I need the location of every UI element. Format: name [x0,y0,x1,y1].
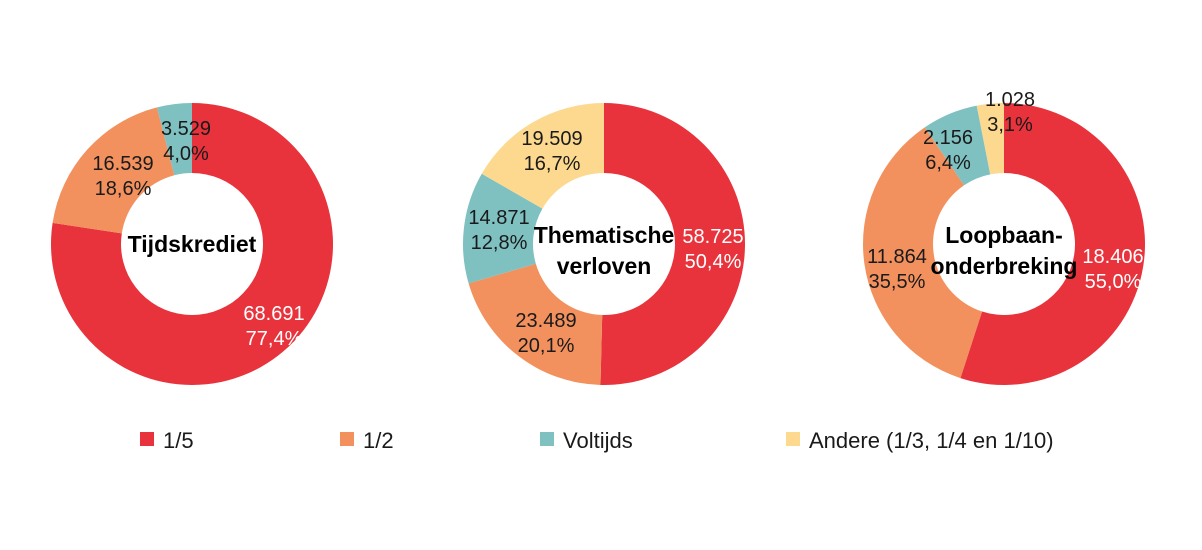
slice-value-1-5-tijdskrediet: 68.691 [243,303,304,325]
donut-slice-1-5[interactable] [960,103,1145,385]
slice-value-1-2-tijdskrediet: 16.539 [92,153,153,175]
donut-chart-thematische-verloven: Thematische verloven 58.725 50,4% 23.489… [463,102,746,386]
slice-percent-andere-thematische: 16,7% [524,153,581,175]
donut-slice-voltijds[interactable] [463,173,543,284]
slice-value-1-2-thematische: 23.489 [515,310,576,332]
slice-value-1-5-thematische: 58.725 [682,226,743,248]
legend-item-andere[interactable]: Andere (1/3, 1/4 en 1/10) [786,428,1054,453]
donut-slice-voltijds[interactable] [924,105,991,186]
slice-percent-voltijds-tijdskrediet: 4,0% [163,143,209,165]
slice-percent-voltijds-loopbaan: 6,4% [925,152,971,174]
slice-percent-1-5-loopbaan: 55,0% [1085,271,1142,293]
donut-slice-1-2[interactable] [52,107,175,234]
legend-swatch-andere [786,432,800,446]
legend-swatch-voltijds [540,432,554,446]
slice-value-voltijds-tijdskrediet: 3.529 [161,118,211,140]
slice-value-andere-loopbaan: 1.028 [985,89,1035,111]
slice-value-voltijds-thematische: 14.871 [468,207,529,229]
legend: 1/5 1/2 Voltijds Andere (1/3, 1/4 en 1/1… [140,428,1054,453]
donut-slice-andere[interactable] [481,102,604,209]
donut-center-title-line1-loopbaan: Loopbaan- [945,222,1063,248]
donut-slice-andere[interactable] [976,103,1004,175]
slice-percent-1-5-thematische: 50,4% [685,251,742,273]
donut-slice-1-2[interactable] [862,127,983,379]
donut-slice-1-5[interactable] [50,103,333,385]
slice-percent-1-2-thematische: 20,1% [518,335,575,357]
donut-center-title-line2-loopbaan: onderbreking [931,253,1078,279]
donut-chart-tijdskrediet: Tijdskrediet 68.691 77,4% 16.539 18,6% 3… [50,103,333,385]
donut-slice-1-2[interactable] [468,263,603,385]
legend-label-voltijds: Voltijds [563,428,633,453]
legend-label-1-2: 1/2 [363,428,394,453]
legend-label-1-5: 1/5 [163,428,194,453]
legend-item-voltijds[interactable]: Voltijds [540,428,633,453]
slice-value-1-5-loopbaan: 18.406 [1082,246,1143,268]
donut-chart-loopbaanonderbreking: Loopbaan- onderbreking 18.406 55,0% 11.8… [862,89,1145,385]
donut-center-title-line2-thematische: verloven [557,253,652,279]
donut-slice-voltijds[interactable] [156,103,192,176]
slice-value-1-2-loopbaan: 11.864 [867,246,927,268]
slice-percent-1-2-tijdskrediet: 18,6% [95,178,152,200]
legend-item-1-5[interactable]: 1/5 [140,428,194,453]
slice-percent-voltijds-thematische: 12,8% [471,232,528,254]
slice-percent-andere-loopbaan: 3,1% [987,114,1033,136]
donut-slice-1-5[interactable] [600,103,746,386]
donut-center-title-line1-thematische: Thematische [534,222,675,248]
legend-label-andere: Andere (1/3, 1/4 en 1/10) [809,428,1054,453]
slice-value-voltijds-loopbaan: 2.156 [923,127,973,149]
slice-percent-1-2-loopbaan: 35,5% [869,271,926,293]
slice-percent-1-5-tijdskrediet: 77,4% [246,328,303,350]
slice-value-andere-thematische: 19.509 [521,128,582,150]
donut-center-title-tijdskrediet: Tijdskrediet [128,231,257,257]
legend-swatch-1-2 [340,432,354,446]
legend-item-1-2[interactable]: 1/2 [340,428,394,453]
legend-swatch-1-5 [140,432,154,446]
